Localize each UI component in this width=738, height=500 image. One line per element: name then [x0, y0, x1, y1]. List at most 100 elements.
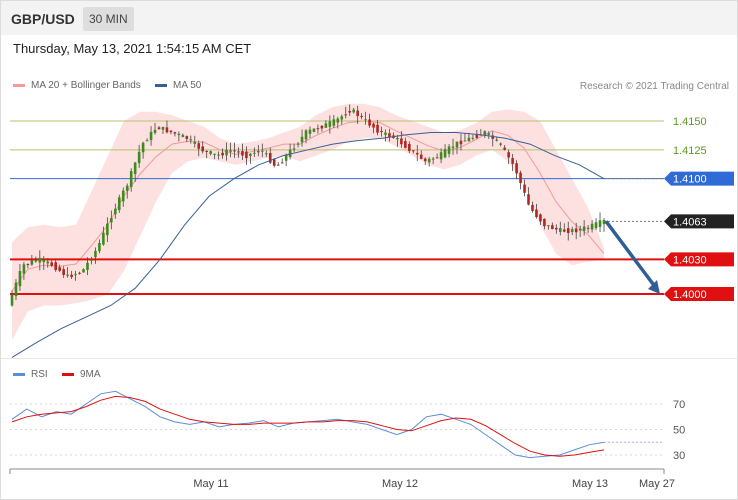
candle-body — [229, 150, 232, 152]
candle-body — [193, 141, 197, 144]
candle-body — [384, 132, 387, 135]
candle-body — [582, 226, 586, 231]
legend-bb-swatch — [13, 84, 25, 87]
candle-body — [507, 152, 510, 158]
candle-body — [503, 147, 506, 150]
candle-body — [257, 151, 260, 153]
x-tick-label: May 12 — [382, 478, 418, 490]
candle-body — [177, 133, 181, 136]
forecast-arrow-head — [648, 280, 660, 294]
rsi-series-9MA — [11, 395, 605, 457]
candle-body — [308, 129, 312, 134]
level-badge-1.4063 — [664, 214, 734, 229]
candle-body — [352, 109, 355, 113]
candle-body — [539, 214, 542, 222]
candle-body — [467, 137, 471, 142]
candle-body — [332, 119, 336, 126]
candle-body — [137, 151, 141, 164]
rsi-tick-label: 50 — [673, 425, 685, 437]
candle-body — [74, 274, 77, 276]
candle-body — [487, 133, 491, 135]
candle-body — [400, 138, 403, 145]
candle-body — [10, 294, 14, 306]
candle-body — [261, 150, 264, 152]
candle-body — [30, 260, 34, 265]
candle-body — [304, 130, 308, 140]
x-tick-label: May 27 — [639, 478, 675, 490]
candle-body — [419, 154, 423, 159]
candle-body — [284, 155, 288, 161]
candle-body — [98, 242, 101, 252]
candle-body — [463, 140, 467, 142]
candle-body — [245, 151, 248, 159]
candle-body — [54, 262, 58, 270]
candle-body — [578, 228, 582, 231]
candle-body — [574, 228, 578, 233]
candle-body — [439, 152, 443, 160]
level-badge-1.4000 — [664, 287, 734, 301]
candle-body — [117, 197, 121, 210]
candle-body — [531, 204, 534, 211]
candle-body — [106, 223, 109, 236]
candle-body — [447, 146, 451, 154]
candle-body — [249, 153, 252, 156]
candle-body — [316, 128, 320, 130]
rsi-tick-label: 70 — [673, 399, 685, 411]
candle-body — [94, 250, 97, 258]
legend-9ma: 9MA — [62, 369, 101, 380]
candle-body — [121, 190, 125, 202]
legend-bb-label: MA 20 + Bollinger Bands — [31, 80, 141, 91]
candle-body — [324, 123, 328, 128]
level-label-1.4150: 1.4150 — [673, 116, 707, 128]
candle-body — [110, 218, 113, 223]
candle-body — [360, 116, 363, 118]
candle-body — [205, 150, 208, 152]
chart-header: GBP/USD 30 MIN — [1, 1, 737, 35]
legend-bb: MA 20 + Bollinger Bands — [13, 80, 141, 91]
candle-body — [18, 271, 22, 287]
candle-body — [547, 225, 550, 227]
candle-body — [423, 158, 427, 162]
candle-body — [201, 146, 205, 152]
forecast-arrow-shaft — [604, 220, 658, 290]
legend-9ma-label: 9MA — [80, 369, 101, 380]
candle-body — [471, 137, 475, 139]
candle-body — [372, 123, 375, 128]
candle-body — [519, 172, 522, 184]
candle-body — [543, 218, 546, 227]
candle-body — [408, 143, 411, 152]
candle-body — [264, 153, 268, 155]
timeframe-badge[interactable]: 30 MIN — [83, 7, 134, 31]
candle-body — [141, 142, 145, 153]
candle-body — [300, 136, 304, 143]
candle-body — [443, 149, 447, 158]
candle-body — [276, 164, 280, 166]
candle-body — [14, 282, 18, 297]
candle-body — [114, 208, 117, 215]
candle-body — [515, 163, 518, 174]
rsi-tick-label: 30 — [673, 450, 685, 462]
bollinger-band — [12, 103, 604, 341]
candle-body — [129, 171, 133, 187]
rsi-series-RSI — [11, 390, 605, 459]
legend-ma50-label: MA 50 — [173, 80, 202, 91]
candle-body — [527, 194, 530, 205]
candle-body — [181, 134, 185, 138]
candle-body — [272, 159, 276, 166]
candle-body — [42, 259, 46, 263]
candle-body — [590, 223, 594, 230]
candle-body — [268, 153, 272, 163]
candle-body — [415, 152, 419, 155]
candle-body — [598, 220, 602, 227]
candle-body — [364, 119, 367, 121]
x-tick-label: May 11 — [193, 478, 228, 490]
level-label-1.4000: 1.4000 — [673, 289, 707, 301]
candle-body — [197, 143, 201, 149]
candle-body — [280, 162, 284, 164]
x-tick-label: May 13 — [572, 478, 608, 490]
candle-body — [209, 151, 212, 154]
candle-body — [102, 232, 105, 245]
legend-rsi: RSI — [13, 369, 48, 380]
candle-body — [173, 132, 177, 134]
